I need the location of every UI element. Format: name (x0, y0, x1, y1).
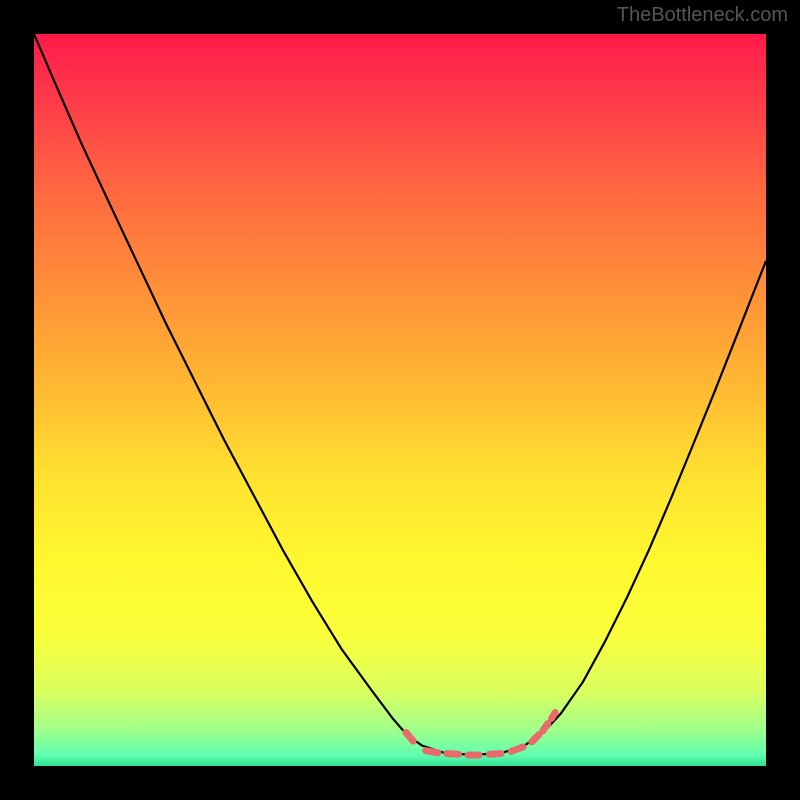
curve-layer (34, 34, 766, 766)
plot-area (34, 34, 766, 766)
watermark-text: TheBottleneck.com (617, 4, 788, 27)
bottleneck-curve (34, 34, 766, 755)
highlight-dashes (406, 713, 555, 755)
